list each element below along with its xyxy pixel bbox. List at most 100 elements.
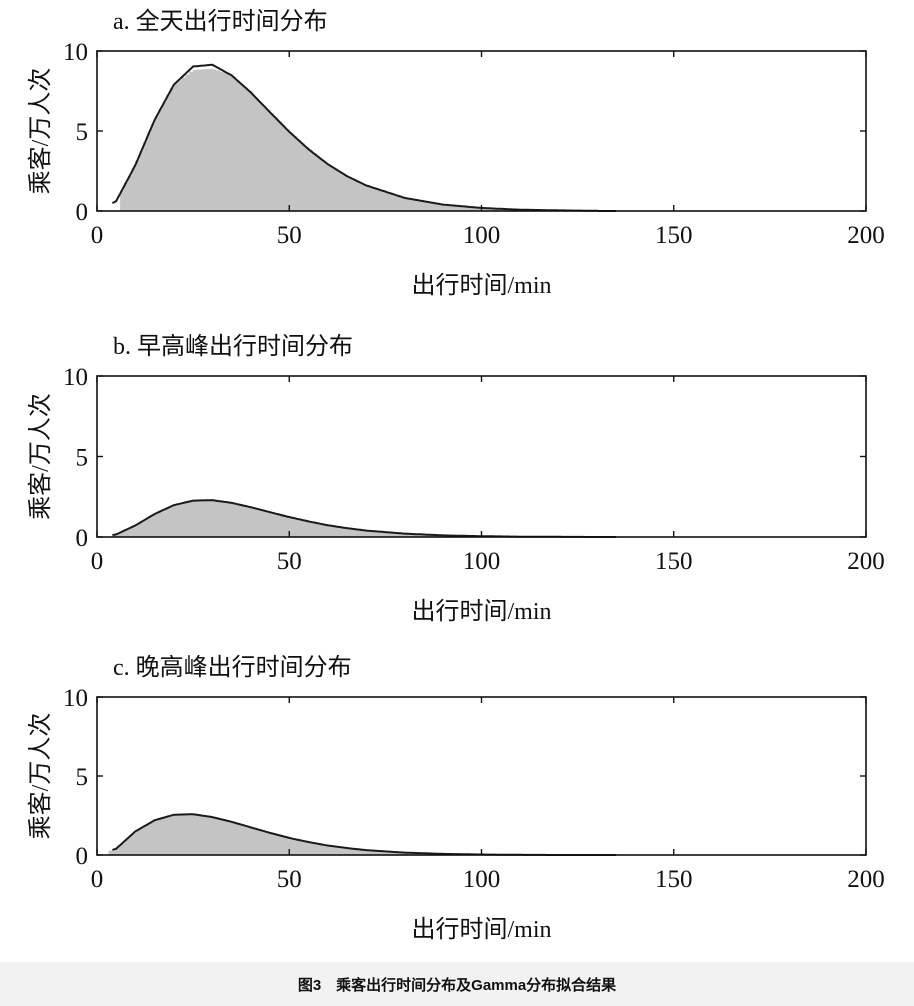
y-axis-label: 乘客/万人次 (27, 68, 54, 195)
histogram-bar (412, 852, 417, 855)
histogram-bar (143, 519, 148, 537)
histogram-bar (393, 851, 398, 855)
histogram-bar (381, 531, 386, 537)
histogram-bar (358, 849, 363, 855)
histogram-bar (419, 201, 425, 211)
histogram-bar (212, 69, 217, 212)
y-tick-label: 5 (76, 119, 89, 146)
histogram-bar (327, 525, 332, 537)
histogram-bar (289, 838, 294, 855)
histogram-bar (166, 95, 171, 211)
histogram-bar (369, 850, 375, 855)
histogram-bar (346, 528, 352, 537)
histogram-bar (377, 531, 382, 537)
histogram-bar (335, 526, 340, 537)
histogram-bar (258, 102, 263, 211)
histogram-bar (250, 94, 255, 211)
y-tick-label: 0 (76, 199, 89, 226)
histogram-bar (404, 852, 409, 855)
histogram-bar (473, 207, 478, 211)
histogram-bar (308, 150, 313, 211)
histogram-bar (327, 845, 332, 855)
histogram-bar (285, 516, 290, 537)
histogram-bar (239, 504, 244, 537)
histogram-bar (158, 511, 163, 537)
histogram-bar (120, 190, 125, 211)
histogram-bar (439, 204, 444, 211)
histogram-bar (423, 534, 428, 537)
histogram-bar (243, 87, 248, 211)
histogram-bar (220, 501, 225, 537)
histogram-bar (300, 840, 305, 855)
histogram-bar (366, 186, 371, 211)
histogram-bar (389, 193, 394, 211)
histogram-bar (373, 188, 378, 211)
y-axis-label: 乘客/万人次 (27, 713, 54, 840)
histogram-bar (123, 529, 129, 537)
histogram-bar (239, 824, 244, 855)
histogram-bar (327, 165, 332, 211)
histogram-bar (377, 850, 382, 855)
histogram-bar (316, 523, 321, 537)
histogram-bar (404, 533, 409, 537)
histogram-bar (469, 207, 475, 211)
histogram-bar (208, 500, 213, 537)
histogram-bar (296, 518, 302, 537)
y-axis-label: 乘客/万人次 (27, 393, 54, 520)
y-tick-label: 10 (63, 39, 88, 66)
histogram-bar (216, 501, 221, 537)
histogram-bar (408, 852, 413, 855)
histogram-bar (431, 203, 436, 211)
histogram-bar (266, 511, 271, 537)
histogram-bar (300, 519, 305, 537)
histogram-bar (262, 831, 267, 855)
histogram-bar (235, 503, 240, 537)
histogram-bar (181, 503, 186, 537)
histogram-bar (204, 69, 209, 211)
x-axis-label: 出行时间/min (411, 272, 551, 299)
histogram-bar (200, 69, 205, 212)
histogram-bar (412, 534, 417, 537)
histogram-bar (404, 198, 409, 211)
histogram-bar (304, 841, 309, 855)
histogram-bar (281, 125, 286, 211)
histogram-bar (416, 200, 421, 211)
histogram-bar (400, 852, 405, 855)
histogram-bar (143, 142, 148, 211)
histogram-bar (270, 512, 275, 537)
histogram-bar (312, 153, 317, 211)
histogram-bar (235, 823, 240, 855)
histogram-bar (346, 848, 352, 855)
histogram-bar (193, 501, 198, 537)
histogram-bar (450, 205, 455, 211)
histogram-bar (389, 851, 394, 855)
histogram-bar (131, 168, 136, 211)
histogram-bar (312, 522, 317, 537)
histogram-bar (131, 526, 136, 537)
histogram-bar (289, 517, 294, 537)
histogram-bar (154, 819, 159, 855)
histogram-bar (166, 816, 171, 855)
histogram-bar (135, 160, 140, 211)
histogram-bar (139, 827, 144, 855)
histogram-bar (139, 521, 144, 537)
chart-title: c. 晚高峰出行时间分布 (113, 654, 352, 681)
histogram-bar (462, 206, 467, 211)
x-tick-label: 0 (91, 866, 104, 893)
histogram-bar (500, 208, 505, 211)
x-axis-label: 出行时间/min (411, 916, 551, 943)
chart-panel-b: b. 早高峰出行时间分布 0 50 100 150 200 0 5 10 出行时间/min 乘客/万… (27, 333, 885, 625)
x-tick-label: 100 (463, 222, 501, 249)
histogram-bar (377, 189, 382, 211)
histogram-bar (135, 830, 140, 855)
x-axis-label: 出行时间/min (411, 598, 551, 625)
histogram-bar (216, 70, 221, 212)
x-tick-label: 50 (277, 222, 302, 249)
histogram-bar (220, 71, 225, 211)
y-tick-label: 10 (63, 364, 88, 391)
histogram-bar (408, 533, 413, 537)
histogram-bar (496, 208, 502, 211)
histogram-bar (131, 833, 136, 855)
x-tick-label: 200 (847, 866, 885, 893)
